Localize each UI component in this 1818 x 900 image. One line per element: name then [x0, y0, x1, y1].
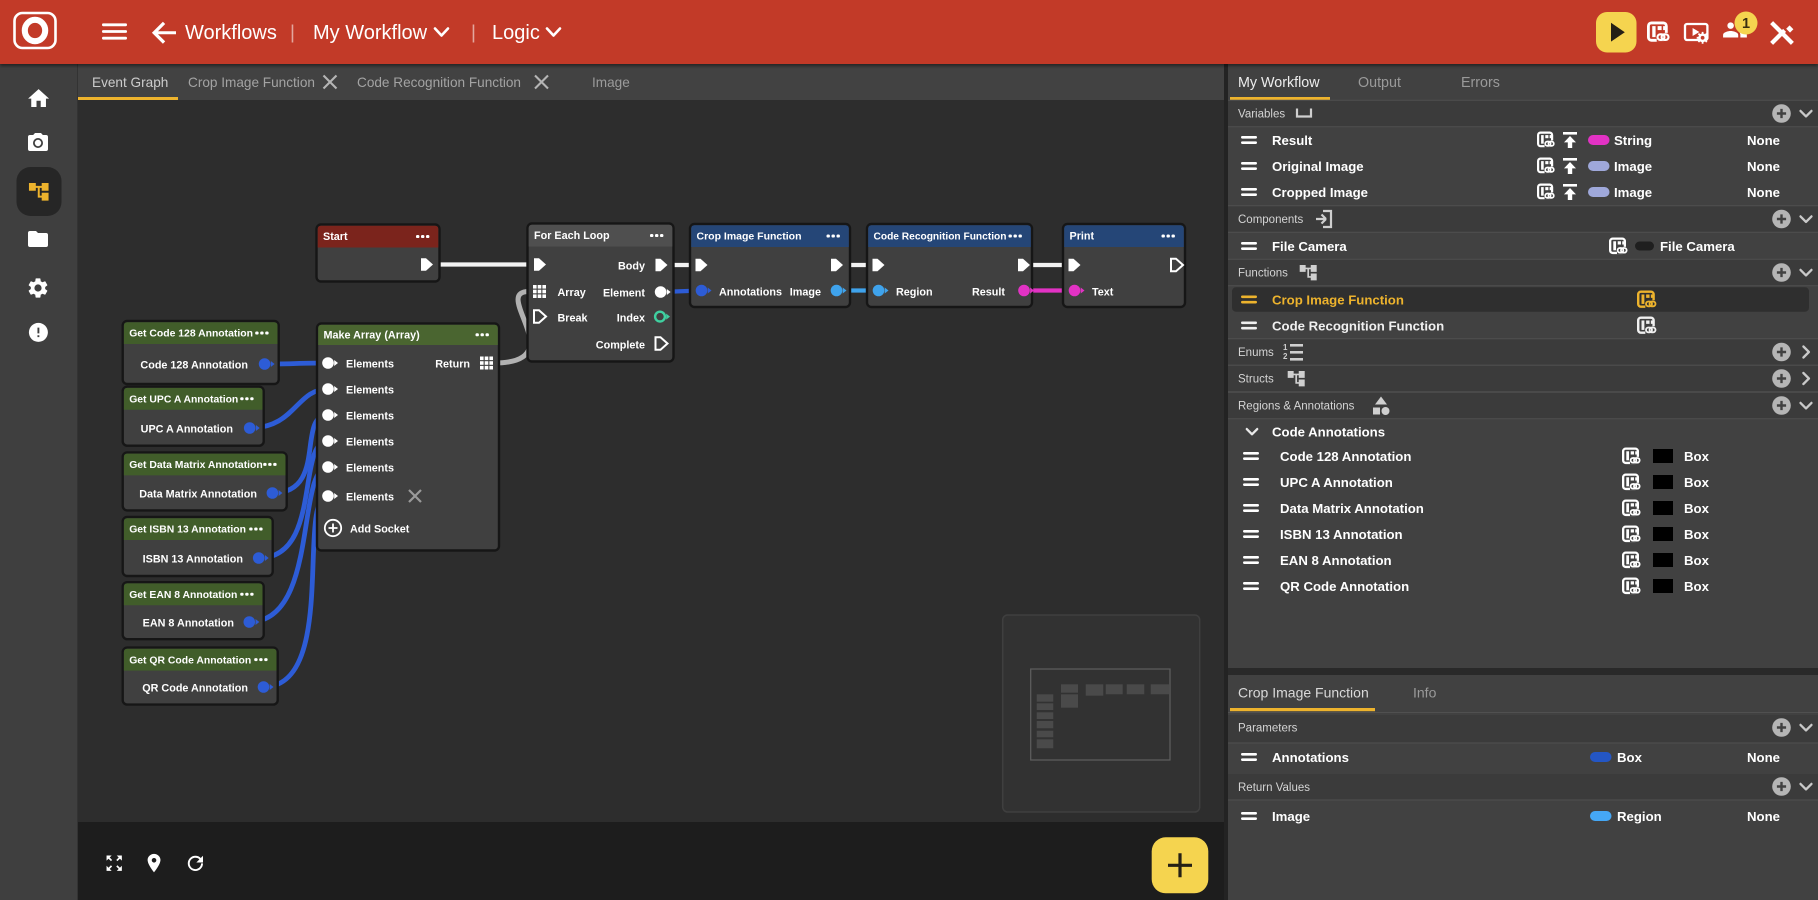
svg-text:Data Matrix Annotation: Data Matrix Annotation — [1280, 501, 1424, 516]
svg-text:Get QR Code Annotation: Get QR Code Annotation — [129, 655, 251, 666]
svg-text:UPC A Annotation: UPC A Annotation — [1280, 475, 1393, 490]
svg-text:Structs: Structs — [1238, 374, 1274, 386]
svg-text:None: None — [1747, 750, 1780, 765]
svg-text:Image: Image — [1614, 159, 1652, 174]
svg-text:Event Graph: Event Graph — [92, 75, 168, 90]
svg-text:Get UPC A Annotation: Get UPC A Annotation — [129, 394, 238, 405]
svg-text:Info: Info — [1413, 685, 1437, 701]
svg-text:Start: Start — [323, 231, 348, 243]
svg-text:Elements: Elements — [346, 359, 394, 371]
svg-text:Box: Box — [1684, 553, 1710, 568]
svg-text:Box: Box — [1684, 579, 1710, 594]
svg-text:Annotations: Annotations — [1272, 750, 1349, 765]
svg-text:Box: Box — [1684, 475, 1710, 490]
svg-text:EAN 8 Annotation: EAN 8 Annotation — [1280, 553, 1392, 568]
svg-text:Complete: Complete — [596, 340, 645, 352]
svg-text:Enums: Enums — [1238, 347, 1274, 359]
svg-text:Regions & Annotations: Regions & Annotations — [1238, 401, 1355, 413]
svg-text:Elements: Elements — [346, 492, 394, 504]
svg-text:Code 128 Annotation: Code 128 Annotation — [1280, 449, 1411, 464]
svg-text:Region: Region — [896, 287, 933, 299]
svg-text:Print: Print — [1070, 231, 1095, 243]
svg-text:My Workflow: My Workflow — [313, 22, 428, 44]
svg-text:Get EAN 8 Annotation: Get EAN 8 Annotation — [129, 590, 237, 601]
svg-text:Crop Image Function: Crop Image Function — [188, 75, 315, 90]
svg-text:Add Socket: Add Socket — [350, 524, 410, 536]
svg-text:None: None — [1747, 809, 1780, 824]
svg-text:1: 1 — [1742, 16, 1750, 32]
svg-text:QR Code Annotation: QR Code Annotation — [142, 683, 248, 695]
svg-text:Get Code 128 Annotation: Get Code 128 Annotation — [129, 329, 253, 340]
svg-text:1: 1 — [1283, 343, 1288, 352]
svg-text:UPC A Annotation: UPC A Annotation — [141, 424, 233, 436]
svg-text:Region: Region — [1617, 809, 1662, 824]
svg-text:Elements: Elements — [346, 463, 394, 475]
svg-text:Result: Result — [1272, 133, 1313, 148]
svg-text:Break: Break — [558, 313, 589, 325]
svg-text:ISBN 13 Annotation: ISBN 13 Annotation — [143, 554, 243, 566]
svg-text:Elements: Elements — [346, 385, 394, 397]
svg-text:Return Values: Return Values — [1238, 782, 1310, 794]
svg-text:Array: Array — [558, 287, 586, 299]
svg-text:Text: Text — [1092, 287, 1114, 299]
svg-text:My Workflow: My Workflow — [1238, 75, 1320, 91]
svg-text:Get ISBN 13 Annotation: Get ISBN 13 Annotation — [129, 525, 246, 536]
svg-text:Crop Image Function: Crop Image Function — [697, 231, 802, 243]
svg-text:Workflows: Workflows — [185, 22, 277, 44]
svg-text:Element: Element — [603, 288, 645, 300]
svg-text:QR Code Annotation: QR Code Annotation — [1280, 579, 1409, 594]
svg-text:EAN 8 Annotation: EAN 8 Annotation — [143, 618, 234, 630]
svg-text:Components: Components — [1238, 214, 1303, 226]
svg-text:Return: Return — [435, 359, 470, 371]
svg-text:Image: Image — [1272, 809, 1310, 824]
svg-text:Image: Image — [790, 287, 821, 299]
svg-text:Get Data Matrix Annotation: Get Data Matrix Annotation — [129, 460, 263, 471]
svg-text:Box: Box — [1617, 750, 1643, 765]
svg-text:Box: Box — [1684, 527, 1710, 542]
svg-text:Data Matrix Annotation: Data Matrix Annotation — [139, 489, 257, 501]
svg-text:Logic: Logic — [492, 22, 540, 44]
svg-text:Code 128 Annotation: Code 128 Annotation — [140, 360, 248, 372]
svg-text:Elements: Elements — [346, 411, 394, 423]
svg-text:Parameters: Parameters — [1238, 723, 1298, 735]
svg-text:None: None — [1747, 185, 1780, 200]
svg-text:Image: Image — [1614, 185, 1652, 200]
svg-text:Code Recognition Function: Code Recognition Function — [357, 75, 521, 90]
svg-text:Make Array (Array): Make Array (Array) — [324, 329, 421, 341]
svg-text:Box: Box — [1684, 501, 1710, 516]
svg-text:Crop Image Function: Crop Image Function — [1238, 685, 1369, 701]
svg-text:Output: Output — [1358, 75, 1401, 91]
svg-text:Image: Image — [592, 75, 630, 90]
svg-text:Crop Image Function: Crop Image Function — [1272, 293, 1404, 308]
svg-text:Functions: Functions — [1238, 268, 1288, 280]
svg-text:Variables: Variables — [1238, 109, 1285, 121]
svg-text:Original Image: Original Image — [1272, 159, 1364, 174]
svg-text:ISBN 13 Annotation: ISBN 13 Annotation — [1280, 527, 1403, 542]
svg-text:None: None — [1747, 159, 1780, 174]
svg-text:Body: Body — [618, 261, 645, 273]
svg-text:|: | — [471, 23, 476, 44]
svg-text:2: 2 — [1283, 352, 1288, 361]
svg-text:Code Recognition Function: Code Recognition Function — [874, 232, 1007, 243]
svg-text:Index: Index — [617, 313, 645, 325]
svg-text:String: String — [1614, 133, 1652, 148]
svg-text:For Each Loop: For Each Loop — [534, 230, 610, 242]
svg-text:Result: Result — [972, 287, 1005, 299]
svg-text:Errors: Errors — [1461, 75, 1500, 91]
svg-text:Code Annotations: Code Annotations — [1272, 425, 1385, 440]
svg-text:File Camera: File Camera — [1660, 239, 1735, 254]
svg-text:Box: Box — [1684, 449, 1710, 464]
svg-text:Elements: Elements — [346, 437, 394, 449]
svg-text:None: None — [1747, 133, 1780, 148]
svg-text:Code Recognition Function: Code Recognition Function — [1272, 319, 1444, 334]
svg-text:File Camera: File Camera — [1272, 239, 1347, 254]
svg-text:Annotations: Annotations — [719, 287, 782, 299]
svg-text:Cropped Image: Cropped Image — [1272, 185, 1368, 200]
svg-text:|: | — [290, 23, 295, 44]
